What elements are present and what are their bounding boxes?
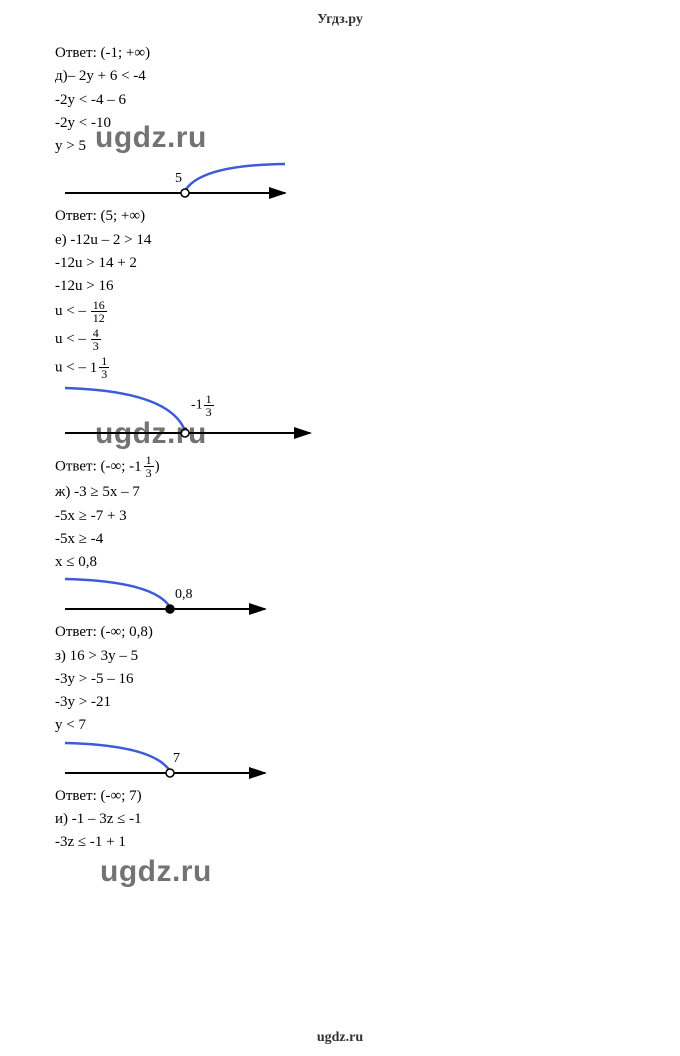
whole-part: 1 [90, 358, 98, 378]
number-line-2: -113 [45, 383, 305, 443]
math-step: ж) -3 ≥ 5x – 7 [55, 482, 680, 502]
answer-suffix: ) [155, 459, 160, 475]
watermark-text: ugdz.ru [100, 855, 212, 889]
math-step: -2y < -10 [55, 113, 680, 133]
answer-text: Ответ: (-1; +∞) [55, 43, 680, 63]
fraction: 4 3 [91, 327, 101, 352]
math-step: -5x ≥ -4 [55, 529, 680, 549]
math-step: -3z ≤ -1 + 1 [55, 832, 680, 852]
number-line-1: 5 [45, 159, 305, 203]
math-step: u < – 16 12 [55, 299, 680, 324]
number-line-3: 0,8 [45, 575, 305, 619]
page-footer: ugdz.ru [0, 1030, 680, 1046]
denominator: 3 [204, 406, 214, 418]
mixed-fraction: 1 13 [90, 355, 111, 380]
answer-text: Ответ: (-∞; -113) [55, 454, 680, 479]
numline-label: 5 [175, 171, 182, 187]
expr-prefix: u < – [55, 303, 90, 319]
math-step: -5x ≥ -7 + 3 [55, 506, 680, 526]
math-step: y < 7 [55, 715, 680, 735]
page-header: Угдз.ру [0, 12, 680, 28]
math-step: x ≤ 0,8 [55, 552, 680, 572]
mixed-fraction: 113 [134, 454, 155, 479]
denominator: 3 [99, 368, 109, 380]
numline-label: 0,8 [175, 587, 193, 603]
math-step: з) 16 > 3y – 5 [55, 646, 680, 666]
math-step: u < – 4 3 [55, 327, 680, 352]
math-step: д)– 2y + 6 < -4 [55, 66, 680, 86]
expr-prefix: u < – [55, 360, 90, 376]
answer-text: Ответ: (5; +∞) [55, 206, 680, 226]
denominator: 12 [91, 312, 107, 324]
whole-part: 1 [134, 457, 142, 477]
number-line-4: 7 [45, 739, 305, 783]
math-step: -12u > 14 + 2 [55, 253, 680, 273]
answer-text: Ответ: (-∞; 7) [55, 786, 680, 806]
answer-text: Ответ: (-∞; 0,8) [55, 622, 680, 642]
answer-prefix: Ответ: (-∞; - [55, 459, 134, 475]
math-step: -12u > 16 [55, 276, 680, 296]
denominator: 3 [144, 467, 154, 479]
math-step: u < – 1 13 [55, 355, 680, 380]
denominator: 3 [91, 340, 101, 352]
math-step: -3y > -21 [55, 692, 680, 712]
math-step: -2y < -4 – 6 [55, 90, 680, 110]
expr-prefix: u < – [55, 331, 90, 347]
label-prefix: -1 [191, 398, 203, 413]
math-step: е) -12u – 2 > 14 [55, 230, 680, 250]
numline-label: -113 [191, 393, 215, 418]
math-step: и) -1 – 3z ≤ -1 [55, 809, 680, 829]
fraction: 16 12 [91, 299, 107, 324]
math-step: y > 5 [55, 136, 680, 156]
numline-label: 7 [173, 751, 180, 767]
math-step: -3y > -5 – 16 [55, 669, 680, 689]
